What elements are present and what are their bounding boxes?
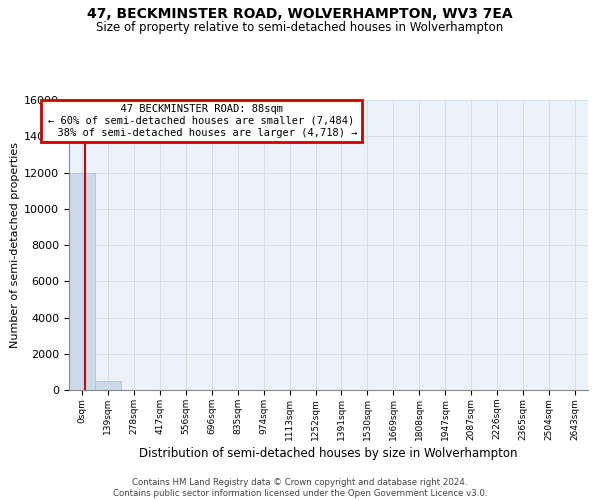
Bar bbox=[69, 172, 95, 390]
Bar bbox=[95, 381, 121, 390]
Text: 47 BECKMINSTER ROAD: 88sqm  
← 60% of semi-detached houses are smaller (7,484)
 : 47 BECKMINSTER ROAD: 88sqm ← 60% of semi… bbox=[45, 104, 358, 138]
Y-axis label: Number of semi-detached properties: Number of semi-detached properties bbox=[10, 142, 20, 348]
X-axis label: Distribution of semi-detached houses by size in Wolverhampton: Distribution of semi-detached houses by … bbox=[139, 446, 518, 460]
Text: Size of property relative to semi-detached houses in Wolverhampton: Size of property relative to semi-detach… bbox=[97, 21, 503, 34]
Text: 47, BECKMINSTER ROAD, WOLVERHAMPTON, WV3 7EA: 47, BECKMINSTER ROAD, WOLVERHAMPTON, WV3… bbox=[87, 8, 513, 22]
Text: Contains HM Land Registry data © Crown copyright and database right 2024.
Contai: Contains HM Land Registry data © Crown c… bbox=[113, 478, 487, 498]
